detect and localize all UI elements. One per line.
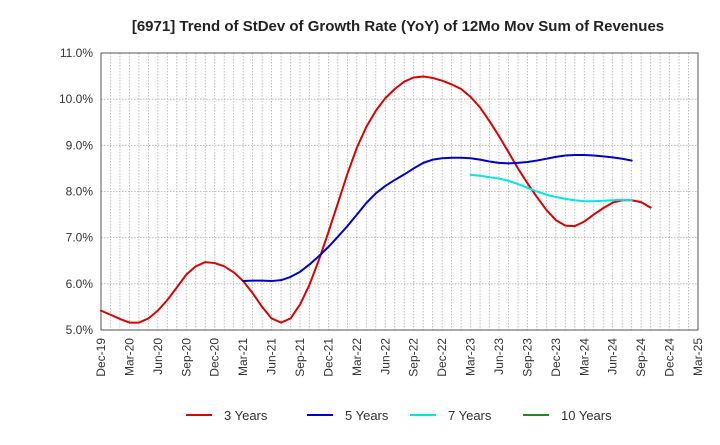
- x-tick-label: Jun-23: [492, 338, 506, 375]
- x-tick-label: Mar-20: [122, 338, 136, 376]
- grid: [101, 53, 698, 330]
- x-tick-label: Sep-21: [293, 338, 307, 377]
- x-tick-label: Mar-21: [236, 338, 250, 376]
- legend-label-7-years: 7 Years: [448, 408, 492, 423]
- legend-label-5-years: 5 Years: [345, 408, 389, 423]
- x-tick-label: Jun-24: [606, 338, 620, 375]
- x-tick-label: Mar-24: [577, 338, 591, 376]
- x-tick-label: Sep-22: [407, 338, 421, 377]
- x-tick-label: Jun-22: [378, 338, 392, 375]
- x-tick-label: Dec-24: [663, 338, 677, 377]
- y-tick-label: 11.0%: [60, 46, 93, 60]
- y-tick-label: 9.0%: [66, 138, 94, 152]
- x-tick-label: Dec-23: [549, 338, 563, 377]
- x-tick-label: Jun-20: [151, 338, 165, 375]
- y-axis: 5.0% 6.0% 7.0% 8.0% 9.0% 10.0% 11.0%: [59, 46, 93, 337]
- x-tick-label: Dec-22: [435, 338, 449, 377]
- y-tick-label: 8.0%: [66, 185, 94, 199]
- x-tick-label: Mar-23: [464, 338, 478, 376]
- x-tick-label: Jun-21: [265, 338, 279, 375]
- x-tick-label: Dec-19: [94, 338, 108, 377]
- x-axis: Dec-19 Mar-20 Jun-20 Sep-20 Dec-20 Mar-21 Jun-…: [94, 338, 705, 377]
- series-layer: [100, 75, 652, 324]
- series-line-3-years: [100, 75, 652, 324]
- x-tick-label: Sep-24: [634, 338, 648, 377]
- plot-area: [100, 52, 699, 331]
- chart-title: [6971] Trend of StDev of Growth Rate (Yo…: [132, 18, 664, 35]
- x-tick-label: Dec-20: [208, 338, 222, 377]
- series-line-5-years: [242, 154, 633, 283]
- y-tick-label: 6.0%: [66, 277, 94, 291]
- x-tick-label: Mar-25: [691, 338, 705, 376]
- series-line-7-years: [469, 173, 633, 203]
- y-tick-label: 10.0%: [59, 92, 93, 106]
- x-tick-label: Dec-21: [321, 338, 335, 377]
- legend: 3 Years 5 Years 7 Years 10 Years: [186, 408, 612, 423]
- legend-label-10-years: 10 Years: [561, 408, 612, 423]
- x-tick-label: Sep-20: [179, 338, 193, 377]
- legend-label-3-years: 3 Years: [224, 408, 268, 423]
- y-tick-label: 5.0%: [66, 323, 94, 337]
- x-tick-label: Mar-22: [350, 338, 364, 376]
- x-tick-label: Sep-23: [520, 338, 534, 377]
- y-tick-label: 7.0%: [66, 231, 94, 245]
